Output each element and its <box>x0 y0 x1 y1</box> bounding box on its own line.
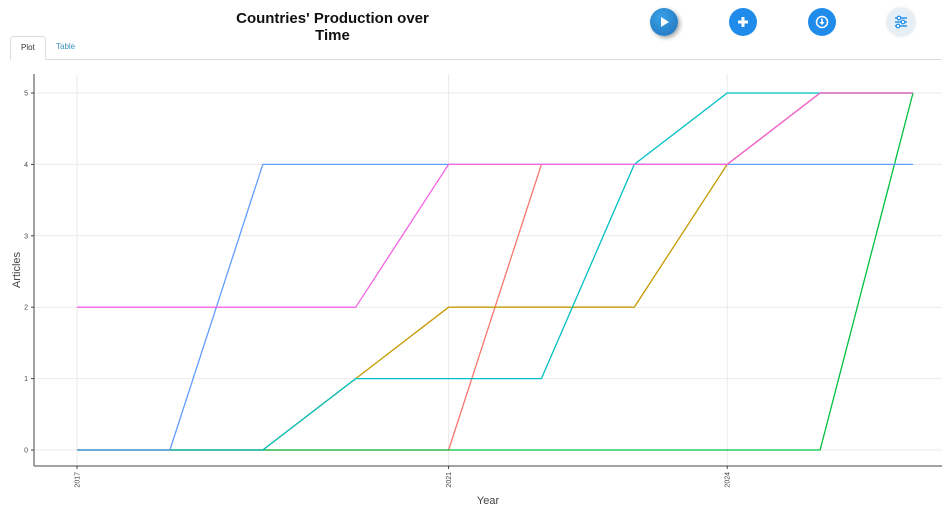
series-line-4 <box>77 92 913 451</box>
view-tabs: Plot Table <box>10 36 942 60</box>
y-axis-title: Articles <box>11 251 23 288</box>
series-line-3 <box>77 92 914 451</box>
x-tick-label: 2017 <box>75 472 82 488</box>
x-tick-label: 2024 <box>725 472 732 488</box>
series-line-2 <box>77 92 913 451</box>
tabs-divider <box>10 59 942 60</box>
series-line-6 <box>77 92 913 308</box>
download-button[interactable] <box>808 8 836 36</box>
settings-button[interactable] <box>887 8 915 36</box>
y-tick-label: 0 <box>24 448 28 455</box>
sliders-icon <box>895 15 907 29</box>
add-button[interactable] <box>729 8 757 36</box>
y-tick-label: 1 <box>24 376 28 383</box>
y-tick-label: 4 <box>24 162 28 169</box>
tab-plot[interactable]: Plot <box>10 36 46 60</box>
plus-icon <box>738 17 748 27</box>
axis-ticks: 0 1 2 3 4 5 2017 2021 2024 <box>24 91 732 488</box>
line-chart: 0 1 2 3 4 5 2017 2021 2024 Year Articles <box>11 74 942 506</box>
chart-title: Countries' Production over Time <box>236 10 429 44</box>
grid-lines <box>34 74 942 466</box>
tab-table[interactable]: Table <box>56 42 76 51</box>
x-axis-title: Year <box>477 495 500 506</box>
download-icon <box>815 15 829 29</box>
play-button[interactable] <box>650 8 678 36</box>
series-line-1 <box>77 92 913 451</box>
y-tick-label: 2 <box>24 305 28 312</box>
series-lines <box>77 92 914 451</box>
x-tick-label: 2021 <box>446 472 453 488</box>
y-tick-label: 5 <box>24 91 28 98</box>
y-tick-label: 3 <box>24 233 28 240</box>
play-icon <box>661 17 669 27</box>
